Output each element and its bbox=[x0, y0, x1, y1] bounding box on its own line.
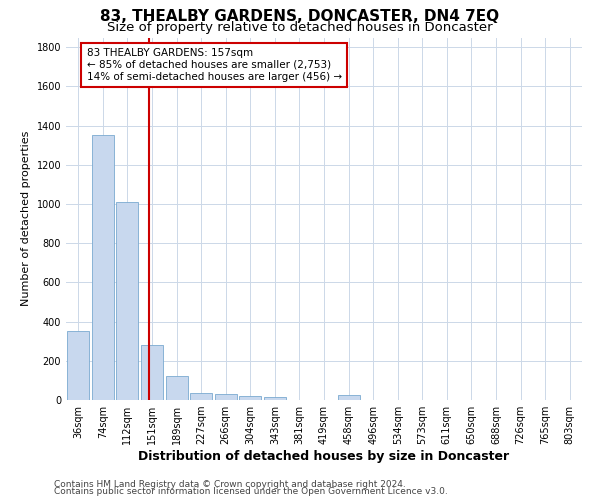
Bar bbox=[338, 395, 359, 400]
Bar bbox=[239, 396, 262, 400]
Text: 83 THEALBY GARDENS: 157sqm
← 85% of detached houses are smaller (2,753)
14% of s: 83 THEALBY GARDENS: 157sqm ← 85% of deta… bbox=[86, 48, 342, 82]
Y-axis label: Number of detached properties: Number of detached properties bbox=[21, 131, 31, 306]
Text: Size of property relative to detached houses in Doncaster: Size of property relative to detached ho… bbox=[107, 21, 493, 34]
Bar bbox=[67, 332, 89, 400]
Bar bbox=[190, 393, 212, 400]
Bar bbox=[92, 136, 114, 400]
X-axis label: Distribution of detached houses by size in Doncaster: Distribution of detached houses by size … bbox=[139, 450, 509, 463]
Bar bbox=[264, 397, 286, 400]
Text: 83, THEALBY GARDENS, DONCASTER, DN4 7EQ: 83, THEALBY GARDENS, DONCASTER, DN4 7EQ bbox=[100, 9, 500, 24]
Bar bbox=[166, 376, 188, 400]
Text: Contains public sector information licensed under the Open Government Licence v3: Contains public sector information licen… bbox=[54, 487, 448, 496]
Text: Contains HM Land Registry data © Crown copyright and database right 2024.: Contains HM Land Registry data © Crown c… bbox=[54, 480, 406, 489]
Bar bbox=[116, 202, 139, 400]
Bar bbox=[141, 345, 163, 400]
Bar bbox=[215, 394, 237, 400]
